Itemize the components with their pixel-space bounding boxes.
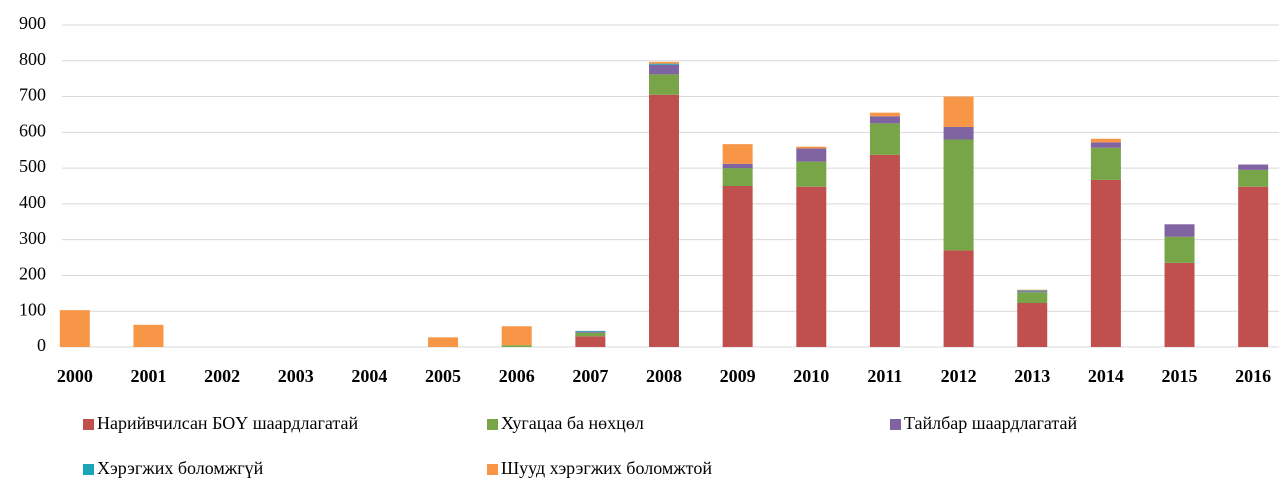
y-tick-label: 300 — [19, 228, 46, 248]
bar-segment — [1238, 186, 1269, 347]
legend-label: Хугацаа ба нөхцөл — [501, 413, 644, 433]
bar-segment — [1090, 147, 1121, 180]
x-tick-label: 2004 — [351, 366, 387, 386]
y-tick-label: 200 — [19, 264, 46, 284]
bar-segment — [501, 345, 532, 347]
bar-segment — [575, 332, 606, 337]
y-tick-label: 100 — [19, 299, 46, 319]
x-tick-label: 2008 — [646, 366, 682, 386]
x-tick-label: 2006 — [499, 366, 535, 386]
x-tick-label: 2009 — [720, 366, 756, 386]
legend-label: Тайлбар шаардлагатай — [904, 413, 1078, 433]
legend-label: Шууд хэрэгжих боломжтой — [501, 458, 712, 478]
bar-segment — [1017, 292, 1048, 303]
legend-label: Хэрэгжих боломжгүй — [97, 458, 264, 478]
bar-segment — [428, 337, 459, 347]
x-tick-label: 2013 — [1014, 366, 1050, 386]
bar-segment — [722, 186, 753, 347]
bar-segment — [1238, 164, 1269, 170]
bar-segment — [1164, 236, 1195, 263]
bar-segment — [649, 94, 679, 348]
y-tick-label: 400 — [19, 192, 46, 212]
legend-swatch — [487, 419, 498, 430]
bar-segment — [943, 96, 974, 127]
bar-segment — [869, 123, 900, 155]
bar-segment — [649, 61, 679, 64]
bar-segment — [575, 331, 606, 333]
y-tick-label: 600 — [19, 120, 46, 140]
x-tick-label: 2000 — [57, 366, 93, 386]
x-tick-label: 2003 — [278, 366, 314, 386]
bar-segment — [796, 186, 827, 347]
legend-label: Нарийвчилсан БОҮ шаардлагатай — [97, 413, 358, 433]
bar-segment — [649, 64, 679, 75]
x-tick-label: 2001 — [130, 366, 166, 386]
bar-segment — [869, 116, 900, 124]
x-tick-label: 2014 — [1088, 366, 1124, 386]
legend-swatch — [83, 464, 94, 475]
bar-segment — [1017, 290, 1048, 292]
bar-segment — [1238, 169, 1269, 187]
x-tick-label: 2012 — [941, 366, 977, 386]
bar-segment — [133, 324, 164, 347]
y-tick-label: 900 — [19, 13, 46, 33]
bar-segment — [1164, 262, 1195, 347]
bar-segment — [796, 146, 827, 149]
bar-segment — [869, 154, 900, 347]
bar-segment — [1090, 142, 1121, 148]
x-tick-label: 2011 — [867, 366, 902, 386]
bar-segment — [575, 336, 606, 347]
bar-segment — [649, 63, 679, 65]
x-tick-label: 2007 — [572, 366, 608, 386]
bar-segment — [1090, 179, 1121, 347]
bar-segment — [1017, 289, 1048, 291]
bar-segment — [722, 168, 753, 186]
bar-segment — [722, 163, 753, 169]
x-tick-label: 2002 — [204, 366, 240, 386]
bar-segment — [796, 148, 827, 162]
bar-segment — [943, 139, 974, 251]
y-tick-label: 700 — [19, 85, 46, 105]
x-tick-label: 2005 — [425, 366, 461, 386]
x-tick-label: 2015 — [1162, 366, 1198, 386]
bar-segment — [59, 310, 90, 347]
x-tick-label: 2010 — [793, 366, 829, 386]
bar-segment — [649, 74, 679, 95]
legend-swatch — [83, 419, 94, 430]
y-tick-label: 500 — [19, 156, 46, 176]
bar-segment — [796, 161, 827, 187]
bar-segment — [943, 126, 974, 140]
bar-segment — [575, 330, 606, 332]
bar-segment — [869, 112, 900, 117]
y-tick-label: 800 — [19, 49, 46, 69]
bar-segment — [943, 250, 974, 347]
legend-swatch — [487, 464, 498, 475]
bar-segment — [1090, 138, 1121, 143]
bar-segment — [1164, 224, 1195, 237]
bar-segment — [501, 326, 532, 346]
bar-segment — [1017, 291, 1048, 293]
bar-segment — [1017, 302, 1048, 347]
legend-swatch — [890, 419, 901, 430]
bar-segment — [722, 144, 753, 164]
y-tick-label: 0 — [37, 335, 46, 355]
x-tick-label: 2016 — [1235, 366, 1271, 386]
